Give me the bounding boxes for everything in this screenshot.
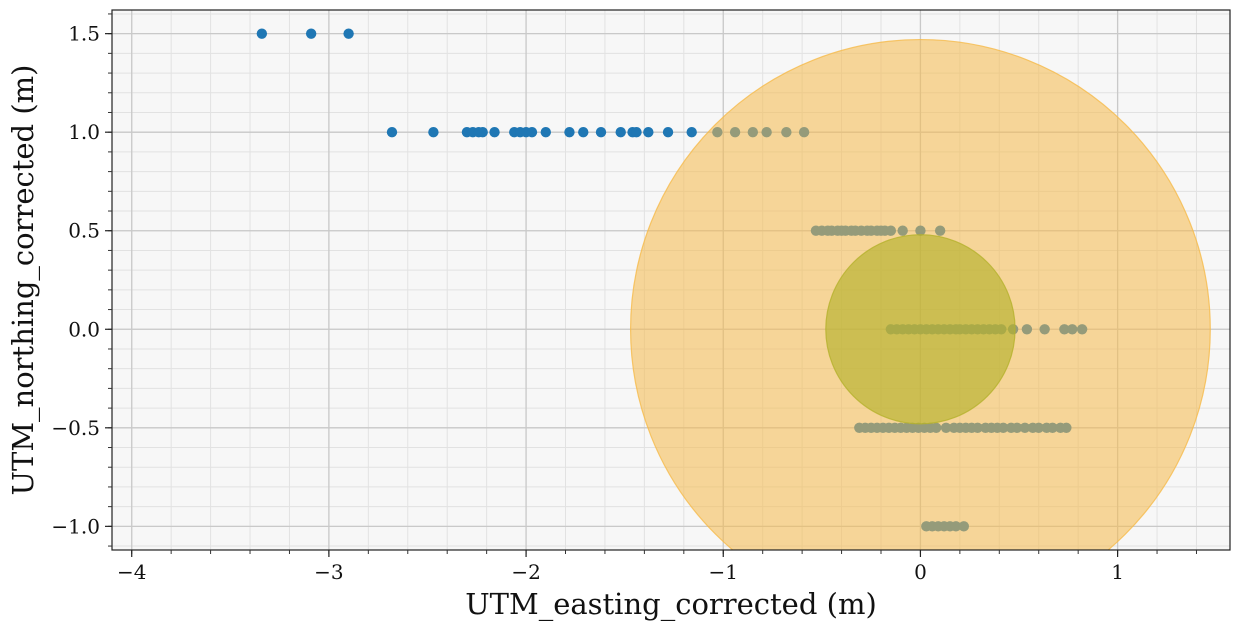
data-point <box>386 126 398 138</box>
data-point <box>564 126 575 138</box>
x-tick-label: −3 <box>314 560 343 584</box>
data-point <box>428 126 439 138</box>
y-axis-title: UTM_northing_corrected (m) <box>6 65 41 496</box>
data-point <box>686 126 697 138</box>
x-tick-label: −1 <box>709 560 738 584</box>
data-point <box>256 28 268 39</box>
data-point <box>615 126 626 138</box>
y-tick-label: 0.5 <box>68 219 100 243</box>
data-point <box>305 28 317 39</box>
y-tick-label: 1.0 <box>68 120 100 144</box>
zone-circles <box>630 39 1211 550</box>
x-tick-label: −4 <box>117 560 146 584</box>
data-point <box>343 28 354 39</box>
inner-zone-circle <box>825 234 1016 425</box>
x-tick-label: −2 <box>511 560 540 584</box>
y-tick-label: −0.5 <box>51 416 100 440</box>
tick-labels: −4 −3 −2 −1 0 1 1.5 1.0 0.5 0.0 −0.5 −1.0 <box>51 22 1124 584</box>
data-point <box>526 126 538 138</box>
data-point <box>489 126 500 138</box>
data-point <box>631 126 642 138</box>
y-tick-label: 0.0 <box>68 317 100 341</box>
data-point <box>662 126 674 138</box>
x-tick-label: 1 <box>1111 560 1124 584</box>
data-point <box>540 126 551 138</box>
plot-frame <box>111 9 1231 551</box>
x-axis-title: UTM_easting_corrected (m) <box>465 587 877 622</box>
data-point <box>595 126 607 138</box>
data-point <box>477 126 488 138</box>
y-tick-label: −1.0 <box>51 514 100 538</box>
x-tick-label: 0 <box>914 560 927 584</box>
data-point <box>578 126 589 138</box>
data-point <box>643 126 654 138</box>
axis-ticks <box>105 13 1197 557</box>
y-tick-label: 1.5 <box>68 22 100 46</box>
